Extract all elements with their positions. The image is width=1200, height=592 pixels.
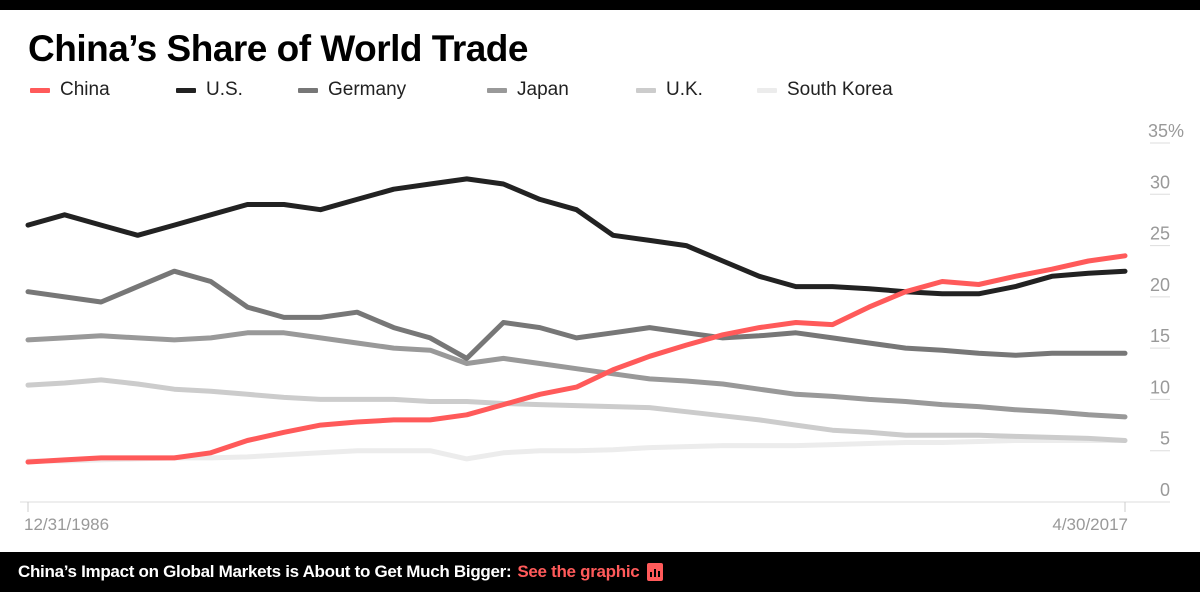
legend-label: U.K. xyxy=(666,79,703,100)
legend-swatch xyxy=(30,87,50,93)
series-line-china xyxy=(25,253,1128,465)
y-tick-label: 30 xyxy=(1150,172,1170,192)
legend-swatch xyxy=(298,87,318,93)
legend-china: China xyxy=(30,79,110,101)
footer-bar: China’s Impact on Global Markets is Abou… xyxy=(0,552,1200,592)
y-tick-label: 15 xyxy=(1150,326,1170,346)
series-line-germany xyxy=(25,268,1128,361)
see-graphic-link[interactable]: See the graphic xyxy=(517,562,640,581)
series-line-u-k xyxy=(25,377,1128,443)
legend-label: U.S. xyxy=(206,79,243,100)
series-line-japan xyxy=(25,330,1128,420)
legend-label: Japan xyxy=(517,79,569,100)
y-tick-label: 25 xyxy=(1150,224,1170,244)
legend-japan: Japan xyxy=(487,79,569,101)
legend-us: U.S. xyxy=(176,79,243,101)
series-line-u-s xyxy=(25,176,1128,297)
chart-title: China’s Share of World Trade xyxy=(28,28,529,69)
series-line-south-korea xyxy=(25,438,1128,464)
x-end-label: 4/30/2017 xyxy=(1052,515,1128,534)
line-chart: 0 5 10 15 20 25 30 35% 12/31/1986 4/30/2017 xyxy=(20,121,1184,534)
y-tick-label: 0 xyxy=(1160,480,1170,500)
legend-label: South Korea xyxy=(787,79,893,100)
top-bar xyxy=(0,0,1200,10)
y-tick-label: 10 xyxy=(1150,377,1170,397)
legend-swatch xyxy=(636,87,656,93)
legend-swatch xyxy=(487,87,507,93)
y-tick-label: 5 xyxy=(1160,429,1170,449)
legend-uk: U.K. xyxy=(636,79,703,101)
legend-label: China xyxy=(60,79,110,100)
legend-label: Germany xyxy=(328,79,407,100)
x-start-label: 12/31/1986 xyxy=(24,515,109,534)
y-tick-label: 35% xyxy=(1148,121,1184,141)
legend-south-korea: South Korea xyxy=(757,79,893,101)
footer-text: China’s Impact on Global Markets is Abou… xyxy=(18,562,512,581)
legend-germany: Germany xyxy=(298,79,406,101)
legend-swatch xyxy=(176,87,196,93)
y-tick-label: 20 xyxy=(1150,275,1170,295)
bar-chart-icon[interactable] xyxy=(647,563,664,581)
legend-swatch xyxy=(757,87,777,93)
